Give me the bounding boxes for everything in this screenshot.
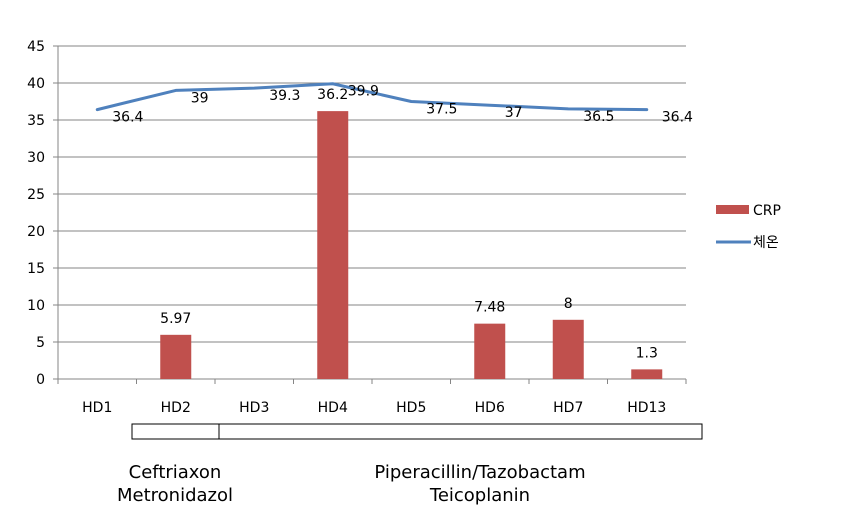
regimen1-drug2: Metronidazol [116,485,233,506]
regimen2-label: Piperacillin/Tazobactam Teicoplanin [340,461,620,507]
regimen1-label: Ceftriaxon Metronidazol [100,461,250,507]
x-tick-label: HD13 [627,400,666,416]
x-tick-label: HD2 [161,400,191,416]
regimen2-period-box [218,423,703,440]
crp-bar [317,111,349,380]
crp-bar [631,369,663,379]
temperature-data-label: 36.5 [583,109,614,125]
x-tick-label: HD5 [396,400,426,416]
legend-crp-swatch [716,205,749,214]
legend: CRP 체온 [716,203,781,251]
x-tick-label: HD3 [239,400,269,416]
temperature-data-label: 39 [191,90,209,106]
temperature-series-line [95,82,649,112]
y-tick-label: 20 [27,224,45,240]
x-tick-label: HD1 [82,400,112,416]
crp-bar [474,323,506,379]
x-tick-label: HD6 [475,400,505,416]
x-tick-label: HD7 [553,400,583,416]
y-tick-label: 35 [27,113,45,129]
regimen1-drug1: Ceftriaxon [128,462,222,483]
y-tick-label: 25 [27,187,45,203]
antibiotic-timeline [131,423,703,440]
crp-data-label: 8 [564,296,573,312]
temperature-data-label: 36.4 [662,110,693,126]
y-tick-label: 10 [27,298,45,314]
crp-data-label: 5.97 [160,311,191,327]
y-tick-label: 15 [27,261,45,277]
regimen2-drug2: Teicoplanin [429,485,531,506]
crp-bars [160,111,663,380]
crp-bar [552,319,584,379]
temperature-data-label: 39.3 [269,88,300,104]
data-labels: 5.97 36.2 7.48 8 1.3 36.4 39 39.3 39.9 37.5 37 36.5… [112,84,693,362]
legend-crp-label: CRP [753,203,781,219]
crp-bar [160,334,192,379]
temperature-data-label: 37.5 [426,102,457,118]
y-tick-label: 0 [36,372,45,388]
legend-temperature-label: 체온 [753,235,779,251]
y-tick-label: 45 [27,39,45,55]
crp-data-label: 1.3 [636,345,658,361]
regimen1-period-box [131,423,220,440]
regimen2-drug1: Piperacillin/Tazobactam [374,462,586,483]
temperature-data-label: 36.4 [112,110,143,126]
x-tick-label: HD4 [318,400,348,416]
y-tick-label: 40 [27,76,45,92]
temperature-data-label: 37 [505,105,523,121]
axes: 0 5 10 15 20 25 30 35 40 45 HD1 HD2 HD3 HD4 HD5 HD6 HD7 H… [27,39,687,416]
y-tick-label: 30 [27,150,45,166]
y-tick-label: 5 [36,335,45,351]
temperature-data-label: 39.9 [348,84,379,100]
grid-lines [58,45,686,343]
crp-data-label: 36.2 [317,87,348,103]
temperature-line [95,82,649,112]
crp-data-label: 7.48 [474,300,505,316]
